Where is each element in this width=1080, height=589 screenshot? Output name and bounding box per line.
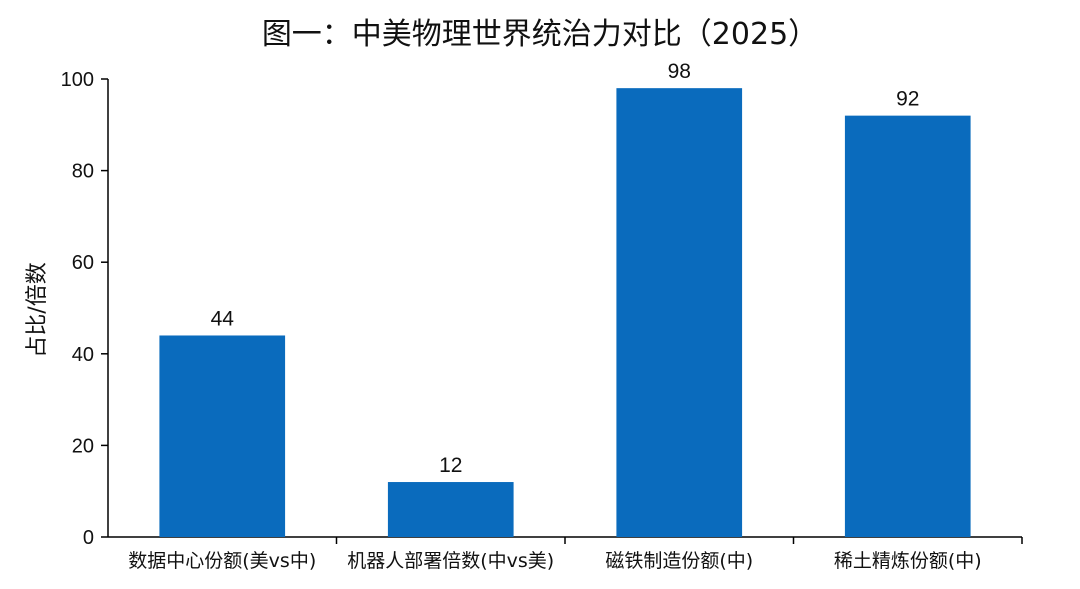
y-axis-label: 占比/倍数: [25, 262, 50, 357]
plot-area: 0 20 40 60 80 100 数据中心份额(美vs中) 44 机器人部署倍数(中vs美) 1…: [61, 60, 1023, 572]
data-label: 44: [211, 307, 235, 330]
y-tick-label: 60: [72, 252, 94, 274]
y-tick-label: 80: [72, 161, 94, 183]
bar: [844, 115, 971, 537]
x-tick-label: 磁铁制造份额(中): [605, 550, 753, 572]
data-label: 98: [668, 60, 691, 83]
chart-title: 图一：中美物理世界统治力对比（2025）: [262, 17, 818, 52]
y-tick-label: 20: [72, 435, 94, 457]
data-label: 12: [439, 454, 462, 477]
data-label: 92: [896, 88, 919, 111]
y-tick-label: 40: [72, 344, 94, 366]
bar: [387, 482, 514, 537]
bar: [616, 88, 743, 537]
x-tick-label: 稀土精炼份额(中): [834, 550, 982, 572]
y-tick-label: 0: [83, 527, 94, 549]
y-tick-label: 100: [61, 69, 94, 91]
x-tick-label: 机器人部署倍数(中vs美): [347, 550, 554, 572]
x-tick-label: 数据中心份额(美vs中): [128, 550, 316, 572]
bar: [159, 335, 286, 537]
